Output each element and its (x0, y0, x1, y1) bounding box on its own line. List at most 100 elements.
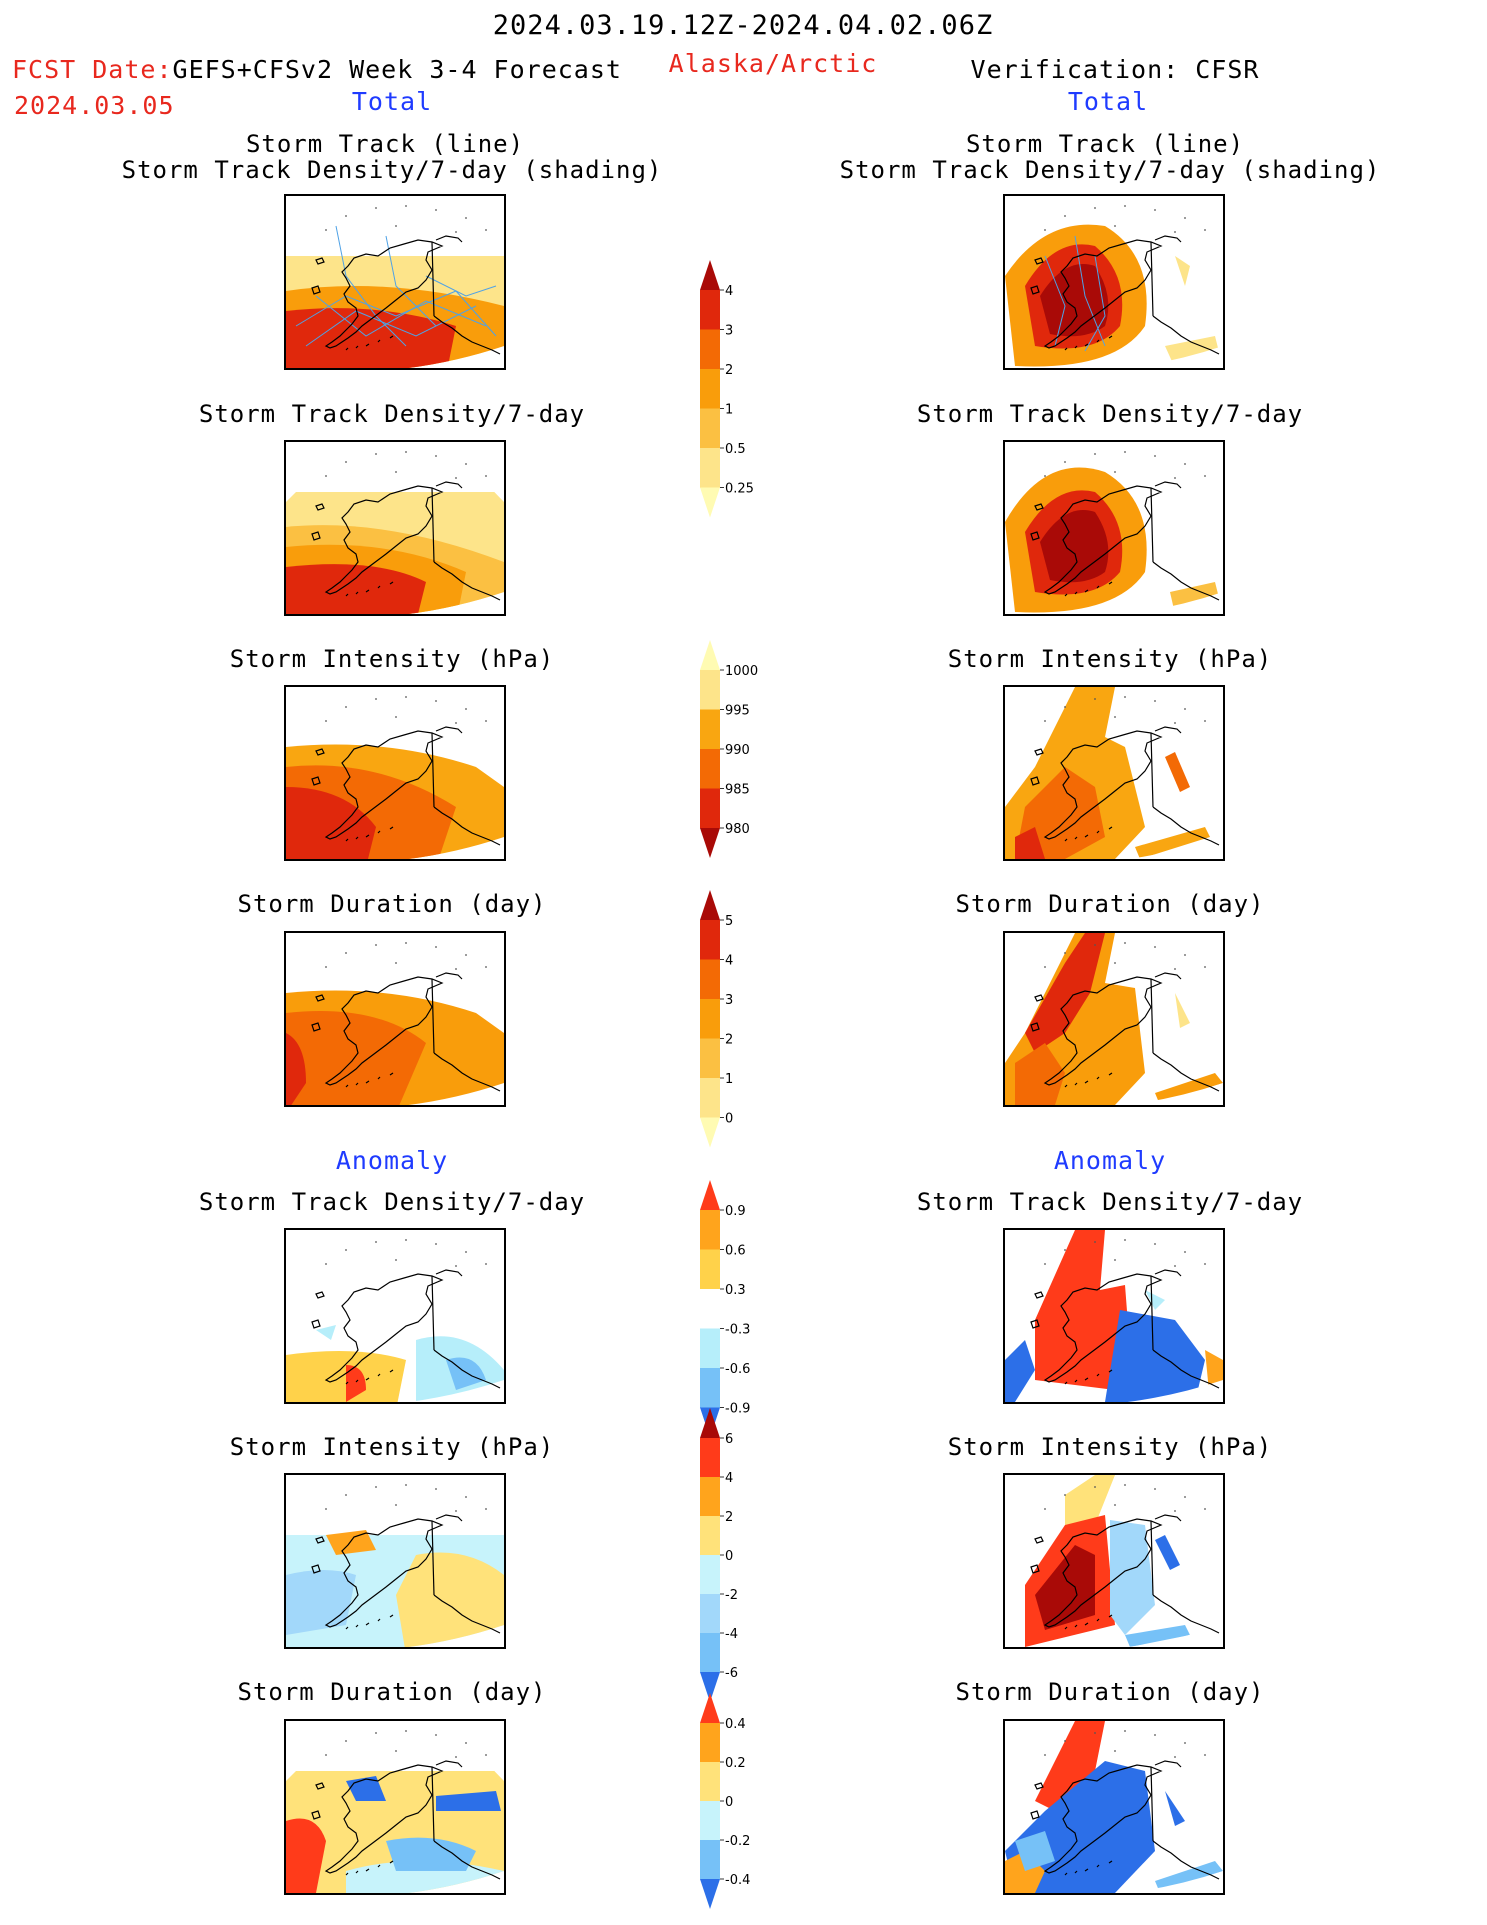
colorbar-top-triangle (700, 640, 720, 670)
map-density-anom-fcst (284, 1228, 506, 1404)
colorbar-segment (700, 1840, 720, 1880)
colorbar-density-anom: 0.9 0.6 0.3 -0.3 -0.6 -0.9 (700, 1180, 760, 1442)
map-track-line-fcst (284, 194, 506, 370)
colorbar-tick-label: 990 (725, 743, 750, 758)
colorbar-segment (700, 788, 720, 829)
colorbar-tick-label: 995 (725, 704, 750, 719)
map-duration-obs (1003, 931, 1225, 1107)
colorbar-tick-label: 1000 (725, 664, 758, 679)
colorbar-tick-label: 0.3 (725, 1283, 746, 1298)
colorbar-segment (700, 1289, 720, 1329)
map-track-line-obs (1003, 194, 1225, 370)
colorbar-segment (700, 1328, 720, 1369)
title-density-left: Storm Track Density/7-day (198, 400, 586, 428)
title-intensity-anom-left: Storm Intensity (hPa) (229, 1433, 555, 1461)
section-anomaly-right: Anomaly (1053, 1146, 1167, 1175)
colorbar-tick-label: 6 (725, 1432, 733, 1447)
colorbar-tick-label: -4 (725, 1627, 738, 1642)
colorbar-tick-label: -6 (725, 1666, 738, 1681)
map-intensity-obs (1003, 685, 1225, 861)
colorbar-top-triangle (700, 1408, 720, 1438)
verification-label: Verification: CFSR (970, 55, 1260, 84)
colorbar-bottom-triangle (700, 1117, 720, 1148)
colorbar-tick-label: 1 (725, 1072, 733, 1087)
colorbar-segment (700, 369, 720, 409)
title-track-shading-right: Storm Track Density/7-day (shading) (839, 156, 1381, 184)
colorbar-tick-label: -0.9 (725, 1402, 750, 1417)
colorbar-top-triangle (700, 1180, 720, 1210)
map-duration-anom-obs (1003, 1719, 1225, 1895)
title-track-shading-left: Storm Track Density/7-day (shading) (121, 156, 663, 184)
colorbar-segment (700, 1594, 720, 1634)
title-track-line-right: Storm Track (line) (965, 130, 1245, 158)
title-duration-anom-left: Storm Duration (day) (237, 1678, 547, 1706)
colorbar-tick-label: 980 (725, 822, 750, 837)
colorbar-duration: 5 4 3 2 1 0 (700, 890, 760, 1152)
fcst-label: FCST Date: (12, 55, 173, 84)
colorbar-tick-label: 2 (725, 1033, 733, 1048)
map-intensity-anom-obs (1003, 1473, 1225, 1649)
colorbar-tick-label: -0.3 (725, 1323, 750, 1338)
colorbar-tick-label: 3 (725, 993, 733, 1008)
colorbar-tick-label: 0 (725, 1795, 733, 1810)
section-anomaly-left: Anomaly (335, 1146, 449, 1175)
map-density-fcst (284, 440, 506, 616)
colorbar-tick-label: 2 (725, 1510, 733, 1525)
title-intensity-left: Storm Intensity (hPa) (229, 645, 555, 673)
map-intensity-fcst (284, 685, 506, 861)
colorbar-segment (700, 1762, 720, 1802)
colorbar-bottom-triangle (700, 487, 720, 518)
title-intensity-right: Storm Intensity (hPa) (947, 645, 1273, 673)
title-density-anom-right: Storm Track Density/7-day (916, 1188, 1304, 1216)
colorbar-tick-label: -0.2 (725, 1834, 750, 1849)
colorbar-tick-label: 0 (725, 1112, 733, 1127)
colorbar-segment (700, 1633, 720, 1673)
colorbar-tick-label: 3 (725, 324, 733, 339)
colorbar-tick-label: 0.5 (725, 442, 746, 457)
colorbar-segment (700, 1477, 720, 1517)
fcst-date: 2024.03.05 (14, 91, 175, 120)
title-duration-anom-right: Storm Duration (day) (955, 1678, 1265, 1706)
colorbar-segment (700, 1516, 720, 1556)
colorbar-segment (700, 1801, 720, 1841)
region-label: Alaska/Arctic (668, 49, 878, 78)
colorbar-tick-label: 0.4 (725, 1717, 746, 1732)
colorbar-intensity: 1000 995 990 985 980 (700, 640, 760, 862)
colorbar-tick-label: -0.4 (725, 1873, 750, 1888)
colorbar-top-triangle (700, 1693, 720, 1723)
map-duration-fcst (284, 931, 506, 1107)
map-intensity-anom-fcst (284, 1473, 506, 1649)
colorbar-tick-label: 0.25 (725, 482, 754, 497)
colorbar-tick-label: 1 (725, 403, 733, 418)
colorbar-intensity-anom: 6 4 2 0 -2 -4 -6 (700, 1408, 760, 1706)
section-total-right: Total (1067, 87, 1149, 116)
colorbar-tick-label: 0.2 (725, 1756, 746, 1771)
title-density-anom-left: Storm Track Density/7-day (198, 1188, 586, 1216)
colorbar-tick-label: 4 (725, 954, 733, 969)
title-duration-right: Storm Duration (day) (955, 890, 1265, 918)
colorbar-segment (700, 749, 720, 789)
colorbar-segment (700, 959, 720, 1000)
colorbar-segment (700, 1368, 720, 1408)
colorbar-bottom-triangle (700, 1879, 720, 1909)
title-track-line-left: Storm Track (line) (245, 130, 525, 158)
colorbar-segment (700, 448, 720, 488)
colorbar-segment (700, 408, 720, 449)
colorbar-segment (700, 1210, 720, 1250)
colorbar-duration-anom: 0.4 0.2 0 -0.2 -0.4 (700, 1693, 760, 1913)
section-total-left: Total (351, 87, 433, 116)
colorbar-tick-label: 0 (725, 1549, 733, 1564)
map-duration-anom-fcst (284, 1719, 506, 1895)
colorbar-segment (700, 709, 720, 750)
period-title: 2024.03.19.12Z-2024.04.02.06Z (492, 10, 994, 41)
map-density-obs (1003, 440, 1225, 616)
colorbar-segment (700, 1438, 720, 1478)
colorbar-segment (700, 670, 720, 710)
colorbar-top-triangle (700, 260, 720, 290)
colorbar-tick-label: 985 (725, 783, 750, 798)
colorbar-segment (700, 1555, 720, 1595)
colorbar-bottom-triangle (700, 828, 720, 858)
colorbar-bottom-triangle (700, 1672, 720, 1702)
colorbar-tick-label: 5 (725, 914, 733, 929)
colorbar-segment (700, 1249, 720, 1290)
